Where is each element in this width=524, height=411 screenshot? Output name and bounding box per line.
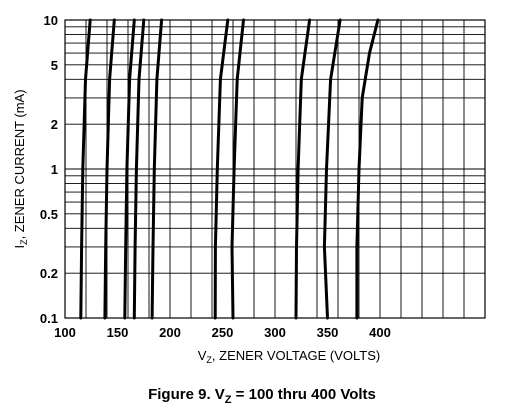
x-axis-title-main: V xyxy=(198,348,207,363)
y-tick-label: 0.1 xyxy=(40,311,58,326)
zener-curve-1 xyxy=(79,18,92,320)
y-tick-labels: 10 5 2 1 0.5 0.2 0.1 xyxy=(40,13,58,326)
y-tick-label: 2 xyxy=(51,117,58,132)
y-tick-label: 0.5 xyxy=(40,207,58,222)
x-axis-title: VZ, ZENER VOLTAGE (VOLTS) xyxy=(198,348,380,365)
zener-curve-6 xyxy=(213,18,230,320)
x-tick-label: 250 xyxy=(212,325,234,340)
zener-curve-9 xyxy=(322,18,342,320)
zener-curve-10 xyxy=(355,18,380,320)
x-tick-label: 100 xyxy=(54,325,76,340)
y-tick-label: 10 xyxy=(44,13,58,28)
y-tick-label: 1 xyxy=(51,162,58,177)
y-axis-title-main: I xyxy=(12,245,27,249)
y-tick-label: 0.2 xyxy=(40,266,58,281)
y-axis-title: IZ, ZENER CURRENT (mA) xyxy=(12,89,29,248)
y-tick-label: 5 xyxy=(51,58,58,73)
series-group xyxy=(79,18,380,320)
x-tick-label: 350 xyxy=(317,325,339,340)
zener-curve-5 xyxy=(150,18,164,320)
plot-frame xyxy=(64,19,486,319)
x-axis-title-rest: , ZENER VOLTAGE (VOLTS) xyxy=(212,348,380,363)
x-tick-label: 200 xyxy=(159,325,181,340)
caption-sub: Z xyxy=(224,394,232,406)
x-tick-label: 150 xyxy=(107,325,129,340)
zener-curve-3 xyxy=(123,18,136,320)
zener-curve-7 xyxy=(230,18,245,320)
caption-prefix: Figure 9. V xyxy=(148,386,225,403)
x-tick-labels: 100 150 200 250 300 350 400 xyxy=(54,325,391,340)
y-axis-title-sub: Z xyxy=(19,239,29,245)
x-tick-label: 300 xyxy=(264,325,286,340)
caption-suffix: = 100 thru 400 Volts xyxy=(231,386,376,403)
x-tick-label: 400 xyxy=(369,325,391,340)
y-axis-title-rest: , ZENER CURRENT (mA) xyxy=(12,89,27,239)
zener-curve-2 xyxy=(103,18,116,320)
zener-curve-8 xyxy=(294,18,312,320)
zener-curve-4 xyxy=(132,18,146,320)
x-axis-title-sub: Z xyxy=(206,355,212,365)
figure-caption: Figure 9. VZ = 100 thru 400 Volts xyxy=(0,386,524,406)
